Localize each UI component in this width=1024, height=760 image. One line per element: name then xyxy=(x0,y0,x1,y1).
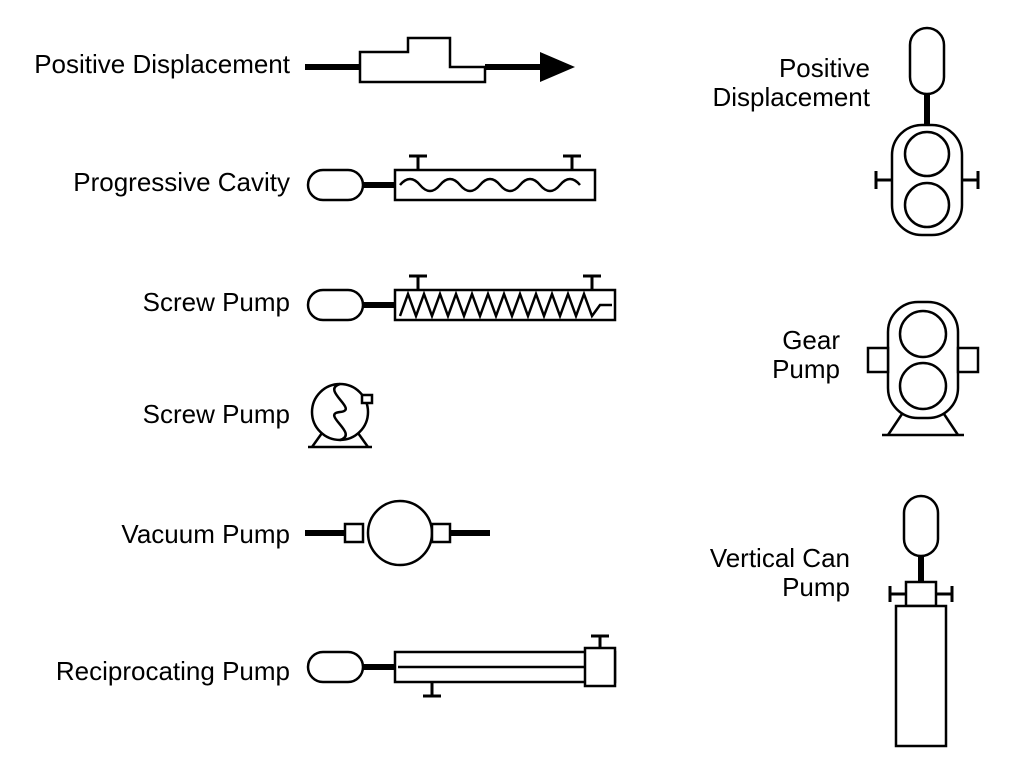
symbol-positive-displacement-vertical xyxy=(870,20,990,250)
label-vacuum-pump: Vacuum Pump xyxy=(20,520,290,549)
symbol-vertical-can-pump xyxy=(862,490,982,755)
symbol-gear-pump xyxy=(850,290,1000,460)
label-progressive-cavity: Progressive Cavity xyxy=(20,168,290,197)
symbol-vacuum-pump xyxy=(300,498,500,568)
label-line: Pump xyxy=(772,354,840,384)
label-vertical-can: Vertical Can Pump xyxy=(690,544,850,601)
label-positive-displacement: Positive Displacement xyxy=(20,50,290,79)
label-gear-pump: Gear Pump xyxy=(700,326,840,383)
symbol-progressive-cavity xyxy=(300,148,620,218)
symbol-positive-displacement xyxy=(300,22,600,102)
symbol-reciprocating-pump xyxy=(300,630,640,710)
label-line: Gear xyxy=(782,325,840,355)
label-line: Pump xyxy=(782,572,850,602)
label-line: Vertical Can xyxy=(710,543,850,573)
label-screw-pump-1: Screw Pump xyxy=(20,288,290,317)
label-reciprocating-pump: Reciprocating Pump xyxy=(20,657,290,686)
label-line: Displacement xyxy=(712,82,870,112)
label-line: Positive xyxy=(779,53,870,83)
symbol-screw-pump-circular xyxy=(300,375,390,455)
symbol-screw-pump-horizontal xyxy=(300,268,640,338)
label-screw-pump-2: Screw Pump xyxy=(20,400,290,429)
label-positive-displacement-v: Positive Displacement xyxy=(700,54,870,111)
